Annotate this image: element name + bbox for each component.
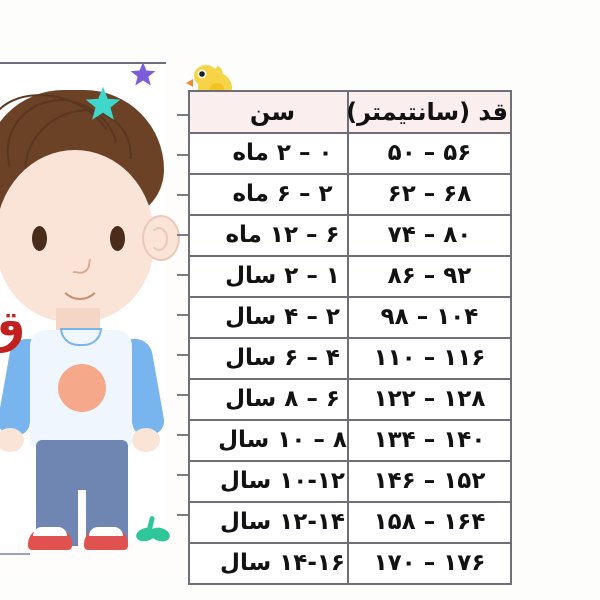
cell-age: ۶ – ۱۲ ماه <box>188 214 349 257</box>
cell-height: ۱۲۸ – ۱۲۲ <box>347 378 512 421</box>
sprout-icon <box>134 515 172 544</box>
table-header-row: قد (سانتیمتر) سن <box>188 90 512 134</box>
eye-left <box>32 226 47 251</box>
eye-right <box>110 226 125 251</box>
cell-age: ۸ – ۱۰ سال <box>188 419 349 462</box>
table-body: ۵۶ – ۵۰ ۰ – ۲ ماه ۶۸ – ۶۲ ۲ – ۶ ماه ۸۰ –… <box>188 132 512 585</box>
cell-height: ۱۴۰ – ۱۳۴ <box>347 419 512 462</box>
table-row: ۱۵۲ – ۱۴۶ ۱۰-۱۲ سال <box>188 460 512 503</box>
cell-height: ۱۶۴ – ۱۵۸ <box>347 501 512 544</box>
cell-height: ۱۰۴ – ۹۸ <box>347 296 512 339</box>
cell-height: ۱۱۶ – ۱۱۰ <box>347 337 512 380</box>
shoe-tongue-right <box>89 527 123 536</box>
table-row: ۱۶۴ – ۱۵۸ ۱۲-۱۴ سال <box>188 501 512 544</box>
cell-age: ۱۰-۱۲ سال <box>188 460 349 503</box>
table-row: ۵۶ – ۵۰ ۰ – ۲ ماه <box>188 132 512 175</box>
table-row: ۱۰۴ – ۹۸ ۲ – ۴ سال <box>188 296 512 339</box>
cell-height: ۹۲ – ۸۶ <box>347 255 512 298</box>
table-row: ۸۰ – ۷۴ ۶ – ۱۲ ماه <box>188 214 512 257</box>
ear <box>142 215 180 261</box>
table-row: ۱۷۶ – ۱۷۰ ۱۴-۱۶ سال <box>188 542 512 585</box>
table-row: ۱۲۸ – ۱۲۲ ۶ – ۸ سال <box>188 378 512 421</box>
cell-age: ۶ – ۸ سال <box>188 378 349 421</box>
floor-line <box>0 553 30 555</box>
red-caption-text: ق <box>0 300 26 354</box>
hand-right <box>132 428 160 452</box>
table-row: ۶۸ – ۶۲ ۲ – ۶ ماه <box>188 173 512 216</box>
cell-height: ۸۰ – ۷۴ <box>347 214 512 257</box>
cell-age: ۱۲-۱۴ سال <box>188 501 349 544</box>
cell-age: ۱۴-۱۶ سال <box>188 542 349 585</box>
cell-age: ۱ – ۲ سال <box>188 255 349 298</box>
shoe-tongue-left <box>33 527 67 536</box>
table-row: ۱۴۰ – ۱۳۴ ۸ – ۱۰ سال <box>188 419 512 462</box>
height-for-age-table-wrapper: قد (سانتیمتر) سن ۵۶ – ۵۰ ۰ – ۲ ماه ۶۸ – … <box>188 90 512 585</box>
table-row: ۱۱۶ – ۱۱۰ ۴ – ۶ سال <box>188 337 512 380</box>
cell-height: ۵۶ – ۵۰ <box>347 132 512 175</box>
shirt-dot <box>58 364 106 412</box>
child-illustration: ق <box>0 0 210 600</box>
cell-height: ۶۸ – ۶۲ <box>347 173 512 216</box>
mouth <box>58 274 102 300</box>
column-header-age: سن <box>188 90 349 134</box>
pants-gap <box>78 490 86 548</box>
cell-height: ۱۷۶ – ۱۷۰ <box>347 542 512 585</box>
cell-height: ۱۵۲ – ۱۴۶ <box>347 460 512 503</box>
cell-age: ۰ – ۲ ماه <box>188 132 349 175</box>
cell-age: ۲ – ۶ ماه <box>188 173 349 216</box>
table-row: ۹۲ – ۸۶ ۱ – ۲ سال <box>188 255 512 298</box>
cell-age: ۲ – ۴ سال <box>188 296 349 339</box>
height-for-age-table: قد (سانتیمتر) سن ۵۶ – ۵۰ ۰ – ۲ ماه ۶۸ – … <box>188 90 512 585</box>
hand-left <box>0 428 24 452</box>
ear-inner <box>150 227 168 251</box>
column-header-height: قد (سانتیمتر) <box>346 90 512 134</box>
cell-age: ۴ – ۶ سال <box>188 337 349 380</box>
